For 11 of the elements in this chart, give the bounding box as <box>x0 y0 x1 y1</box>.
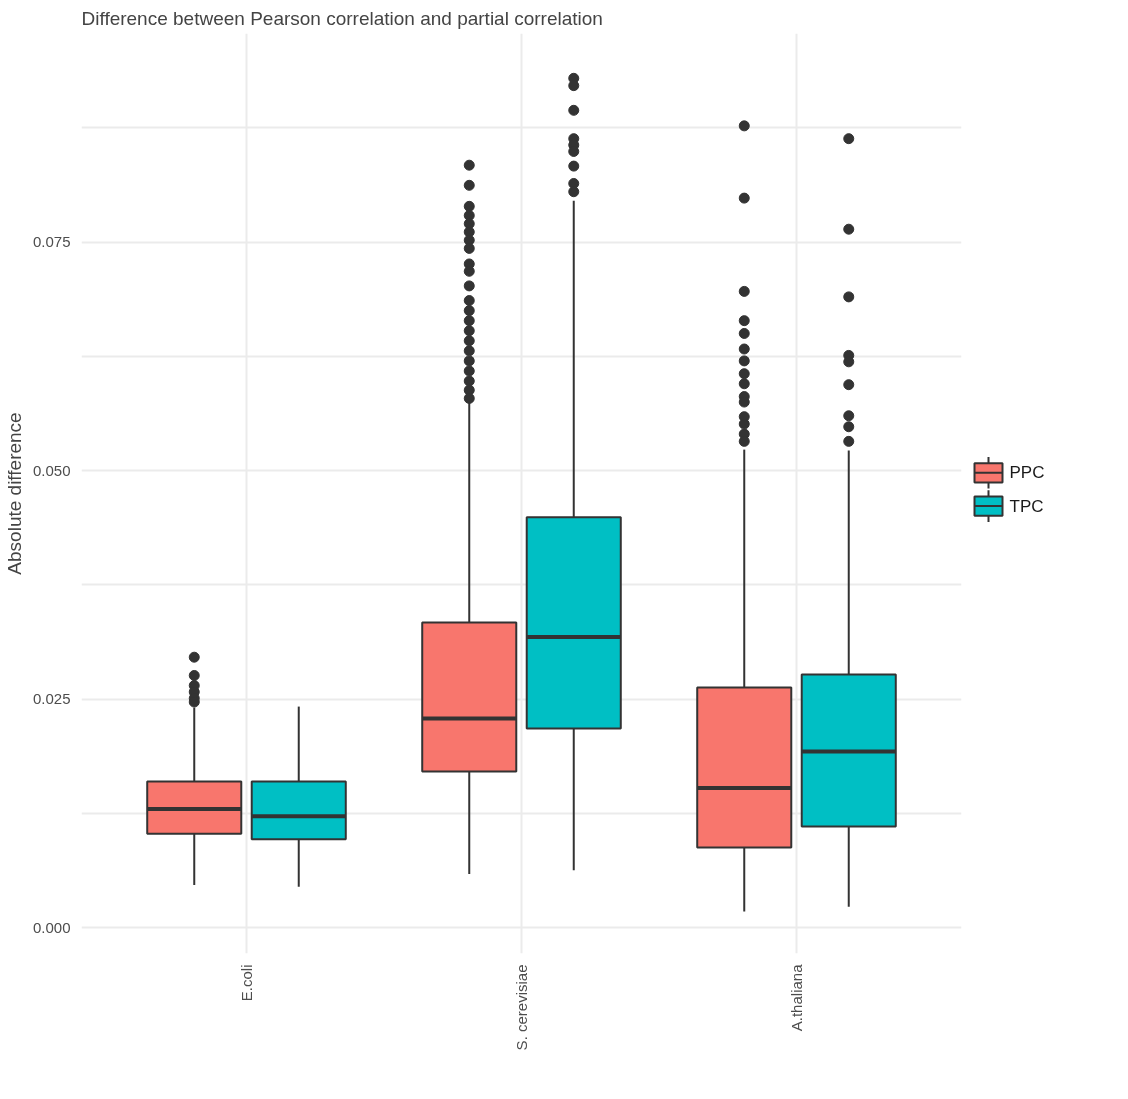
legend-label: PPC <box>1009 463 1045 483</box>
y-tick-label: 0.075 <box>32 233 71 251</box>
y-tick-label: 0.025 <box>32 690 71 708</box>
chart-title: Difference between Pearson correlation and partial correlation <box>81 7 603 29</box>
x-tick-label: E.coli <box>238 964 255 1002</box>
y-tick-label: 0.000 <box>32 918 71 936</box>
y-tick-label: 0.050 <box>32 461 71 479</box>
legend-label: TPC <box>1009 496 1044 516</box>
x-tick-label: A.thaliana <box>788 963 805 1032</box>
x-tick-label: S. cerevisiae <box>513 964 530 1051</box>
y-axis-title: Absolute difference <box>3 412 25 575</box>
